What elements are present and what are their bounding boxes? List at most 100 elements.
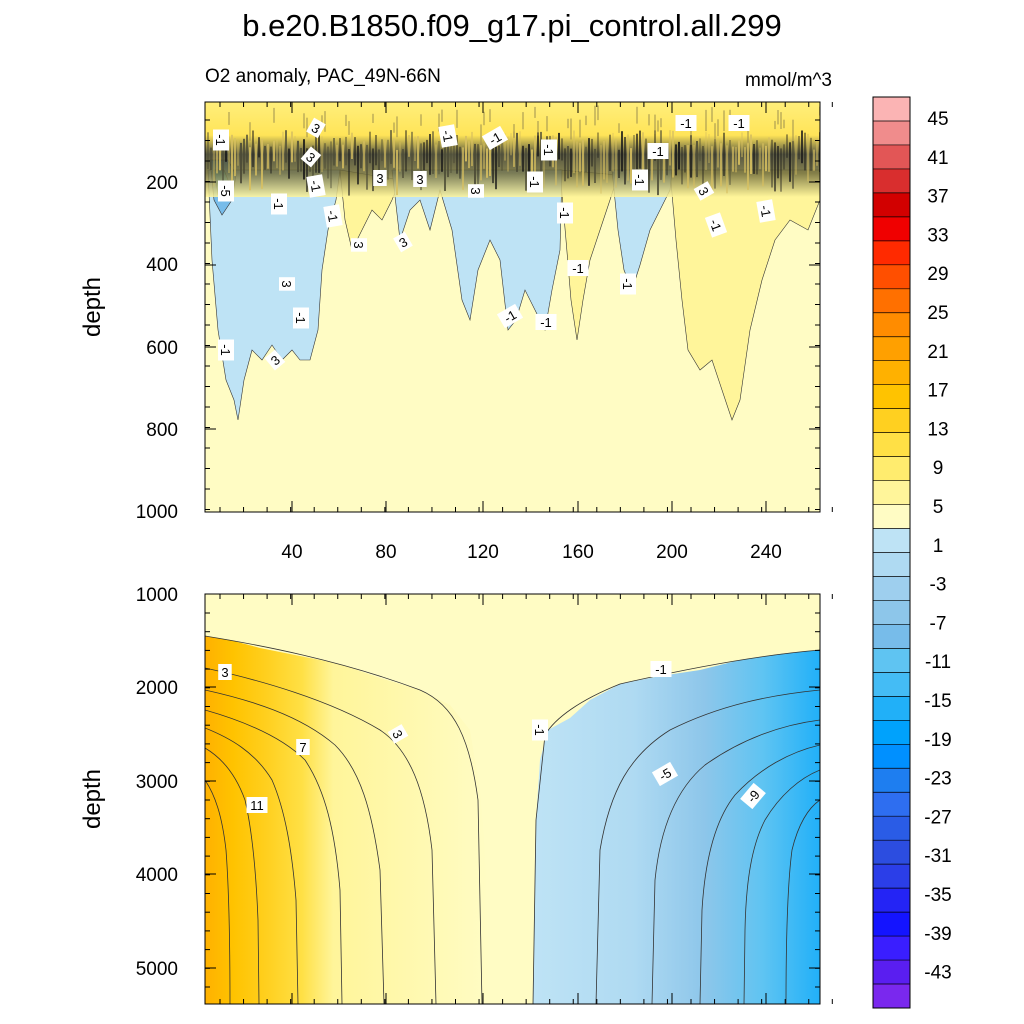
ytick-label: 5000 (136, 959, 178, 980)
band-stripe (288, 148, 290, 179)
band-stripe (387, 139, 389, 180)
band-stripe (420, 114, 422, 126)
band-stripe (579, 119, 581, 138)
lower-panel-frame (204, 593, 821, 1005)
band-stripe (492, 146, 494, 184)
contour-label-box (704, 212, 728, 238)
band-stripe (429, 134, 431, 175)
contour-label-box (532, 719, 548, 741)
band-stripe (729, 140, 731, 185)
band-stripe (333, 138, 335, 166)
colorbar-tick-label: -31 (924, 846, 951, 867)
band-stripe (567, 146, 569, 179)
band-stripe (279, 145, 281, 175)
contour-label: 3 (264, 349, 286, 371)
contour-label: -9 (740, 782, 766, 810)
contour-label-box (557, 202, 573, 224)
contour-label: 3 (373, 170, 387, 186)
band-stripe (582, 140, 584, 186)
band-stripe (804, 132, 806, 171)
band-stripe (675, 144, 677, 176)
band-stripe (510, 133, 512, 156)
colorbar-swatch (873, 648, 910, 673)
band-stripe (465, 135, 467, 162)
contour-label-box (373, 170, 387, 186)
colorbar-swatch (873, 600, 910, 625)
band-stripe (747, 121, 749, 144)
contour-label-text: -1 (572, 261, 584, 276)
lower-cool-region (533, 650, 820, 1004)
band-stripe (342, 144, 344, 169)
band-stripe (717, 119, 719, 137)
colorbar-swatch (873, 696, 910, 721)
band-stripe (450, 142, 452, 173)
contour-label-text: 11 (250, 798, 264, 813)
band-stripe (273, 140, 275, 162)
panel-subtitle: O2 anomaly, PAC_49N-66N (205, 66, 441, 87)
contour-label-text: -1 (733, 116, 745, 131)
contour-label-box (218, 339, 234, 361)
band-stripe (615, 138, 617, 188)
band-stripe (396, 116, 398, 138)
band-stripe (276, 139, 278, 169)
band-stripe (336, 144, 338, 167)
band-stripe (270, 146, 272, 174)
contour-label-box (632, 169, 648, 191)
colorbar-tick-label: 1 (933, 536, 944, 557)
band-stripe (579, 142, 581, 172)
colorbar-tick-label: -35 (924, 885, 951, 906)
contour-label: -1 (541, 139, 557, 161)
band-stripe (285, 130, 287, 163)
colorbar-swatch (873, 936, 910, 961)
contour-line (785, 799, 820, 1004)
band-stripe (345, 136, 347, 166)
contour-label: -1 (438, 124, 458, 148)
contour-label-text: 3 (416, 172, 423, 187)
band-stripe (585, 115, 587, 126)
band-stripe (327, 146, 329, 179)
band-stripe (477, 144, 479, 185)
band-stripe (345, 114, 347, 126)
band-stripe (366, 144, 368, 190)
xtick-label: 120 (467, 542, 499, 563)
contour-label: 3 (468, 184, 484, 198)
colorbar-swatch (873, 480, 910, 505)
band-stripe (435, 144, 437, 178)
band-stripe (636, 106, 638, 124)
band-stripe (408, 135, 410, 157)
contour-line (595, 689, 820, 1004)
contour-line (205, 709, 343, 1004)
contour-label-box (651, 761, 679, 787)
colorbar-swatch (873, 384, 910, 410)
colorbar-tick-label: -27 (924, 807, 951, 828)
band-stripe (606, 139, 608, 183)
band-stripe (726, 145, 728, 194)
contour-line (743, 769, 820, 1004)
contour-label-box (675, 115, 697, 131)
band-stripe (282, 131, 284, 171)
band-stripe (273, 107, 275, 123)
band-stripe (654, 114, 656, 135)
contour-label-box (387, 724, 409, 744)
band-stripe (657, 120, 659, 132)
band-stripe (483, 143, 485, 169)
colorbar-tick-label: 9 (933, 458, 944, 479)
contour-label: 3 (300, 146, 322, 168)
contour-label-box (264, 349, 286, 371)
colorbar-tick-label: 5 (933, 497, 944, 518)
band-stripe (753, 144, 755, 174)
band-stripe (234, 138, 236, 177)
band-stripe (456, 135, 458, 174)
lower-ylabel: depth (79, 769, 106, 829)
band-stripe (357, 145, 359, 185)
contour-label-text: -1 (632, 174, 647, 186)
contour-label: -1 (728, 115, 750, 131)
xtick-label: 200 (656, 542, 688, 563)
band-stripe (369, 131, 371, 164)
contour-label-text: -1 (757, 204, 774, 218)
colorbar-swatch (873, 624, 910, 649)
band-stripe (405, 130, 407, 172)
band-stripe (633, 135, 635, 172)
contour-label-box (218, 180, 234, 202)
